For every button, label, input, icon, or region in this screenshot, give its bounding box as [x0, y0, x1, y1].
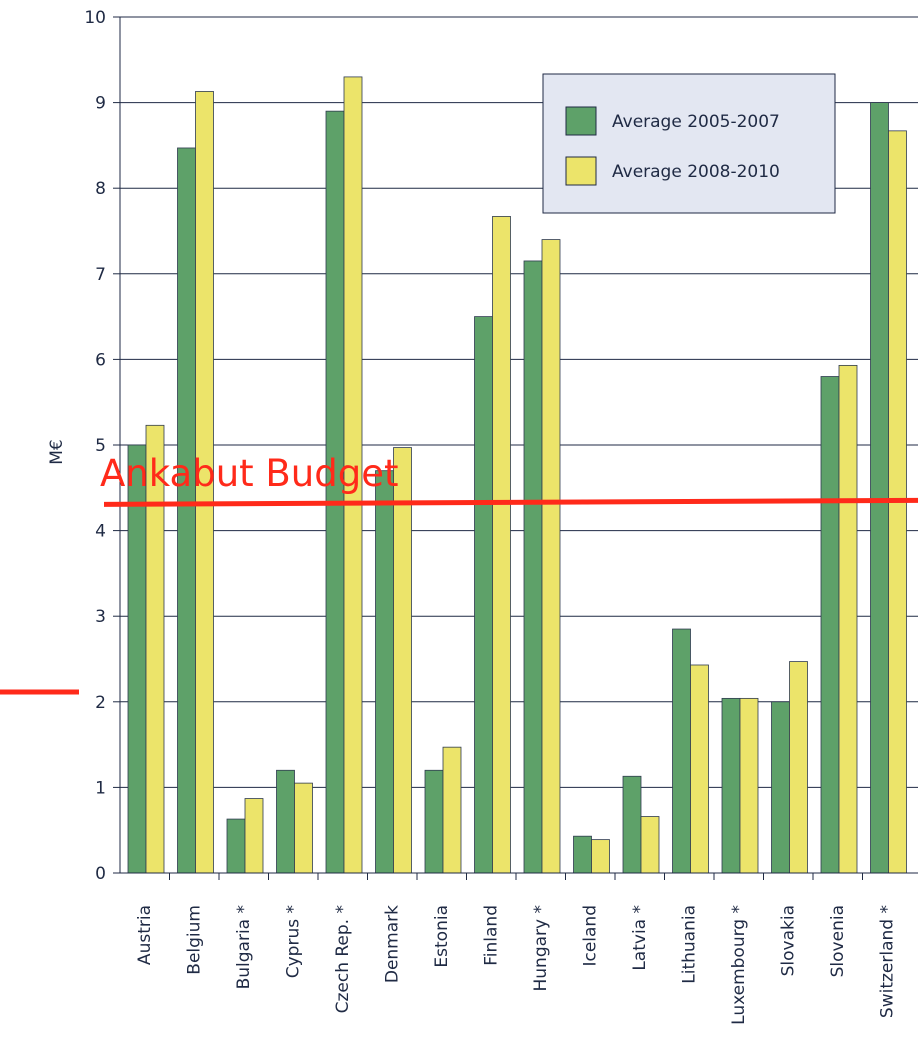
legend-label-2008-2010: Average 2008-2010 — [612, 162, 780, 182]
y-tick-label: 8 — [95, 179, 106, 199]
x-category-label: Belgium — [185, 905, 205, 975]
bar-2008-2010 — [492, 216, 511, 874]
bar-2008-2010 — [640, 816, 660, 874]
bar-2005-2007 — [870, 102, 889, 874]
x-category-label: Switzerland * — [878, 905, 898, 1018]
budget-line — [103, 497, 918, 507]
x-category-label: Czech Rep. * — [333, 905, 353, 1013]
legend: Average 2005-2007 Average 2008-2010 — [542, 73, 836, 214]
axis-layer: 0 1 2 3 4 5 6 7 8 9 10 Austria Belgium Bulgaria * Cypr… — [84, 8, 918, 1025]
bar-2005-2007 — [523, 260, 543, 874]
bar-2005-2007 — [177, 147, 196, 874]
y-tick-label: 3 — [95, 607, 106, 627]
bar-2005-2007 — [820, 376, 840, 874]
bar-2008-2010 — [294, 782, 313, 874]
y-tick-label: 2 — [95, 693, 106, 713]
bar-2005-2007 — [721, 697, 741, 874]
x-category-label: Cyprus * — [284, 905, 304, 978]
y-tick-label: 9 — [95, 94, 106, 114]
y-tick-label: 0 — [95, 864, 106, 884]
bar-2008-2010 — [789, 661, 808, 874]
bar-2008-2010 — [442, 746, 462, 874]
x-category-label: Luxembourg * — [729, 905, 749, 1025]
grid-layer — [120, 16, 918, 788]
bar-2005-2007 — [622, 775, 642, 874]
x-category-label: Austria — [135, 905, 155, 965]
bar-2005-2007 — [127, 444, 147, 874]
bar-2008-2010 — [393, 447, 412, 874]
bar-2005-2007 — [474, 316, 493, 874]
bar-2008-2010 — [739, 697, 759, 874]
bar-2008-2010 — [591, 839, 610, 874]
bar-2008-2010 — [838, 364, 858, 874]
x-category-label: Slovenia — [828, 905, 848, 977]
bar-2005-2007 — [771, 701, 790, 874]
legend-box — [542, 73, 836, 214]
x-category-label: Iceland — [581, 905, 601, 967]
x-category-label: Finland — [482, 905, 502, 966]
bar-2005-2007 — [573, 835, 592, 874]
bar-2008-2010 — [541, 239, 561, 874]
y-tick-label: 5 — [95, 436, 106, 456]
x-category-label: Latvia * — [630, 905, 650, 971]
annotation-layer: Ankabut Budget — [0, 452, 918, 695]
y-tick-label: 4 — [95, 522, 106, 542]
y-tick-label: 1 — [95, 778, 106, 798]
bar-2005-2007 — [276, 769, 295, 874]
bar-2005-2007 — [672, 628, 691, 874]
y-axis-label: M€ — [47, 439, 67, 464]
y-tick-label: 10 — [84, 8, 106, 28]
y-tick-label: 7 — [95, 265, 106, 285]
bar-2005-2007 — [226, 818, 246, 874]
x-category-label: Slovakia — [779, 905, 799, 976]
legend-label-2005-2007: Average 2005-2007 — [612, 112, 780, 132]
bar-2008-2010 — [690, 664, 709, 874]
x-category-label: Hungary * — [531, 905, 551, 992]
budget-label: Ankabut Budget — [100, 452, 399, 495]
legend-swatch-2008-2010 — [565, 156, 597, 186]
x-category-label: Estonia — [432, 905, 452, 968]
x-category-label: Bulgaria * — [234, 905, 254, 989]
bar-2005-2007 — [375, 470, 394, 874]
y-tick-label: 6 — [95, 350, 106, 370]
bar-2008-2010 — [244, 798, 264, 874]
bar-2005-2007 — [424, 769, 444, 874]
legend-swatch-2005-2007 — [565, 106, 597, 136]
x-category-label: Denmark — [383, 905, 403, 983]
x-category-label: Lithuania — [680, 905, 700, 984]
